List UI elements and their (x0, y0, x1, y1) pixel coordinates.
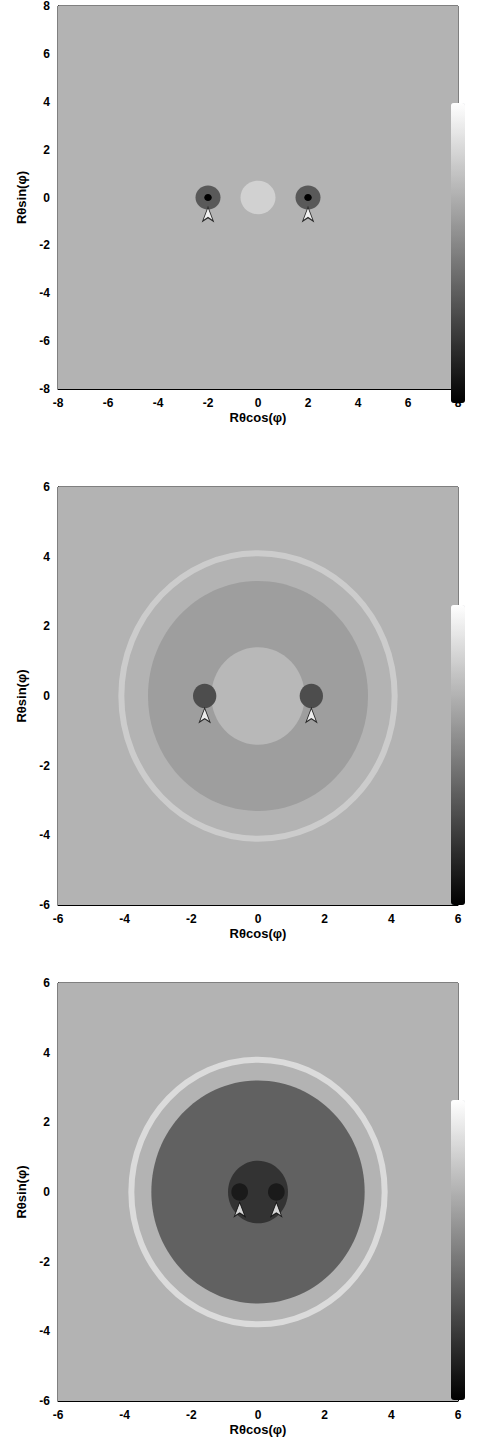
svg-text:6: 6 (455, 1408, 462, 1422)
svg-text:8: 8 (43, 0, 50, 13)
svg-text:4: 4 (43, 550, 50, 564)
svg-text:2: 2 (43, 1115, 50, 1129)
svg-text:-2: -2 (186, 1408, 197, 1422)
svg-text:Rθcos(φ): Rθcos(φ) (230, 926, 287, 941)
svg-text:-2: -2 (186, 912, 197, 926)
svg-text:4: 4 (388, 912, 395, 926)
svg-text:2: 2 (43, 143, 50, 157)
svg-text:6: 6 (43, 480, 50, 494)
svg-text:-6: -6 (39, 898, 50, 912)
svg-text:0: 0 (43, 1185, 50, 1199)
svg-text:-2: -2 (39, 759, 50, 773)
svg-text:6: 6 (43, 976, 50, 990)
svg-text:-4: -4 (39, 1324, 50, 1338)
svg-text:-4: -4 (119, 912, 130, 926)
svg-text:6: 6 (455, 912, 462, 926)
svg-text:Rθcos(φ): Rθcos(φ) (230, 1422, 287, 1437)
svg-text:6: 6 (43, 47, 50, 61)
svg-text:0: 0 (43, 191, 50, 205)
svg-text:-2: -2 (39, 238, 50, 252)
svg-text:0: 0 (255, 396, 262, 410)
svg-text:-8: -8 (39, 382, 50, 396)
svg-text:-4: -4 (119, 1408, 130, 1422)
svg-text:Rθcos(φ): Rθcos(φ) (230, 410, 287, 425)
svg-text:2: 2 (305, 396, 312, 410)
svg-text:-6: -6 (39, 334, 50, 348)
svg-text:-6: -6 (103, 396, 114, 410)
svg-text:Rθsin(φ): Rθsin(φ) (14, 171, 29, 224)
svg-text:Rθsin(φ): Rθsin(φ) (14, 1165, 29, 1218)
svg-text:2: 2 (321, 912, 328, 926)
svg-text:-4: -4 (39, 286, 50, 300)
svg-text:-2: -2 (203, 396, 214, 410)
svg-text:6: 6 (405, 396, 412, 410)
svg-text:4: 4 (43, 1046, 50, 1060)
svg-text:-6: -6 (53, 1408, 64, 1422)
svg-text:0: 0 (255, 1408, 262, 1422)
svg-text:2: 2 (321, 1408, 328, 1422)
svg-text:-6: -6 (39, 1394, 50, 1408)
svg-text:0: 0 (255, 912, 262, 926)
svg-text:4: 4 (355, 396, 362, 410)
svg-text:-6: -6 (53, 912, 64, 926)
svg-text:-4: -4 (39, 828, 50, 842)
svg-text:-4: -4 (153, 396, 164, 410)
svg-text:2: 2 (43, 619, 50, 633)
svg-text:4: 4 (388, 1408, 395, 1422)
svg-text:4: 4 (43, 95, 50, 109)
svg-text:Rθsin(φ): Rθsin(φ) (14, 669, 29, 722)
svg-text:-8: -8 (53, 396, 64, 410)
svg-text:-2: -2 (39, 1255, 50, 1269)
svg-text:0: 0 (43, 689, 50, 703)
